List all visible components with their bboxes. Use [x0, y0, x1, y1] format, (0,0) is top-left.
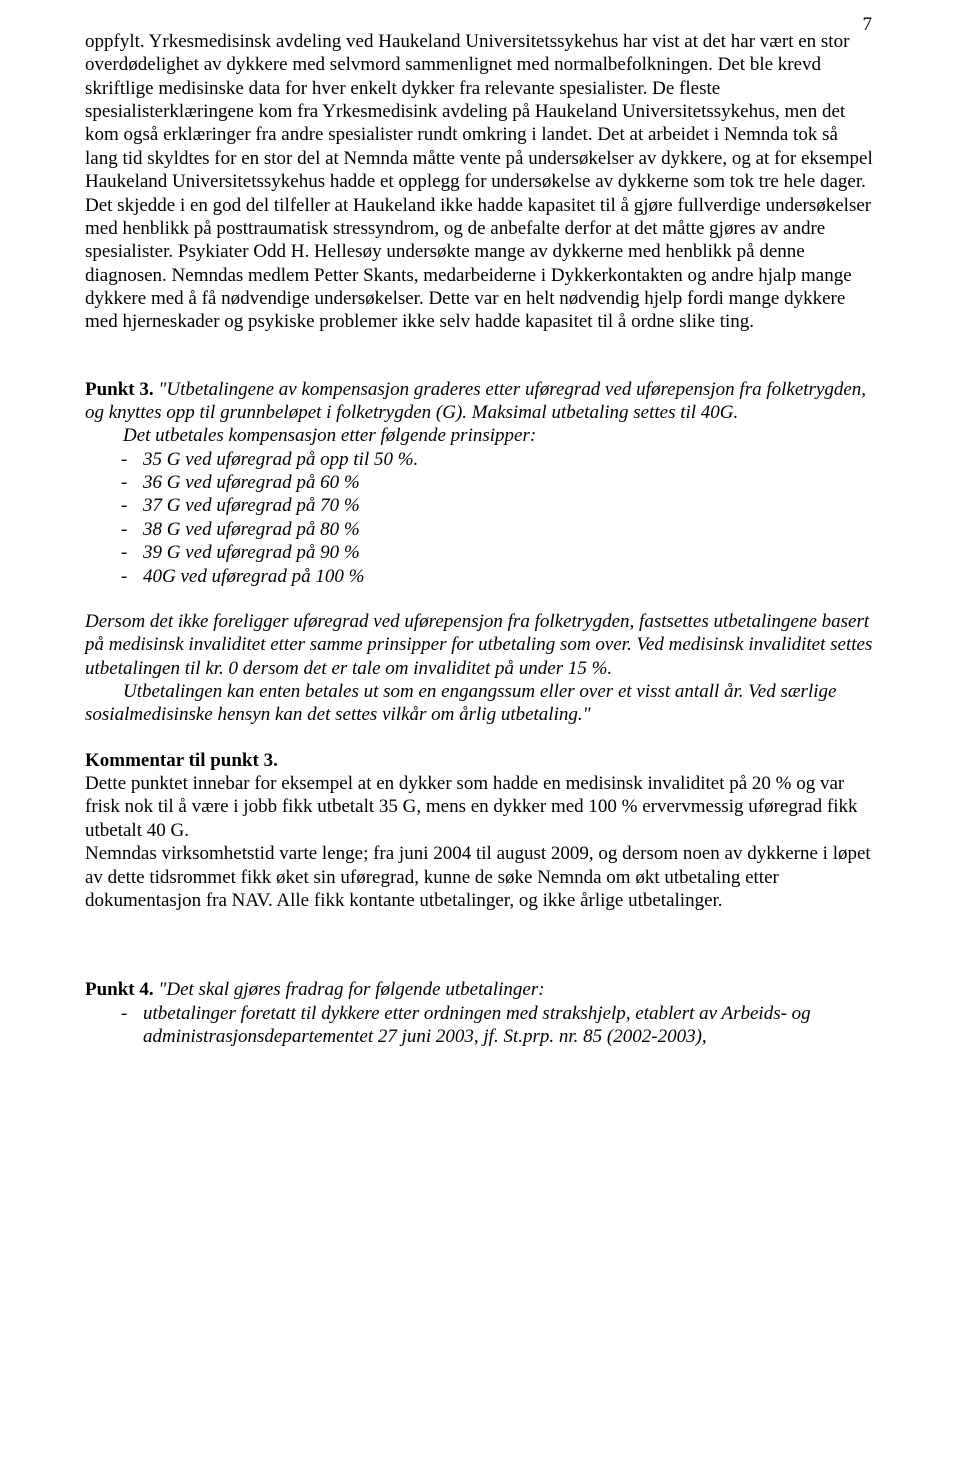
document-page: 7 oppfylt. Yrkesmedisinsk avdeling ved H…	[0, 0, 960, 1482]
punkt3-para-a: Dersom det ikke foreligger uføregrad ved…	[85, 610, 875, 680]
punkt3-list: 35 G ved uføregrad på opp til 50 %. 36 G…	[85, 448, 875, 588]
punkt4-intro: Punkt 4. "Det skal gjøres fradrag for fø…	[85, 978, 875, 1001]
punkt4-list: utbetalinger foretatt til dykkere etter …	[85, 1002, 875, 1049]
section-spacer	[85, 727, 875, 749]
section-spacer	[85, 334, 875, 378]
section-spacer	[85, 912, 875, 956]
list-item: 35 G ved uføregrad på opp til 50 %.	[85, 448, 875, 471]
punkt4-label: Punkt 4.	[85, 979, 154, 1000]
body-paragraph-1: oppfylt. Yrkesmedisinsk avdeling ved Hau…	[85, 30, 875, 334]
page-number: 7	[863, 14, 873, 36]
list-item: utbetalinger foretatt til dykkere etter …	[85, 1002, 875, 1049]
kommentar3-heading: Kommentar til punkt 3.	[85, 749, 875, 772]
list-item: 37 G ved uføregrad på 70 %	[85, 494, 875, 517]
section-spacer	[85, 588, 875, 610]
list-item: 36 G ved uføregrad på 60 %	[85, 471, 875, 494]
punkt3-intro-text: "Utbetalingene av kompensasjon graderes …	[85, 379, 866, 423]
punkt3-para-b: Utbetalingen kan enten betales ut som en…	[85, 680, 875, 727]
punkt3-principle-line: Det utbetales kompensasjon etter følgend…	[85, 424, 875, 447]
list-item: 38 G ved uføregrad på 80 %	[85, 518, 875, 541]
list-item: 40G ved uføregrad på 100 %	[85, 565, 875, 588]
kommentar3-body: Dette punktet innebar for eksempel at en…	[85, 772, 875, 912]
punkt4-intro-text: "Det skal gjøres fradrag for følgende ut…	[158, 979, 544, 1000]
punkt3-intro: Punkt 3. "Utbetalingene av kompensasjon …	[85, 378, 875, 425]
list-item: 39 G ved uføregrad på 90 %	[85, 541, 875, 564]
section-spacer	[85, 956, 875, 978]
punkt3-label: Punkt 3.	[85, 379, 154, 400]
